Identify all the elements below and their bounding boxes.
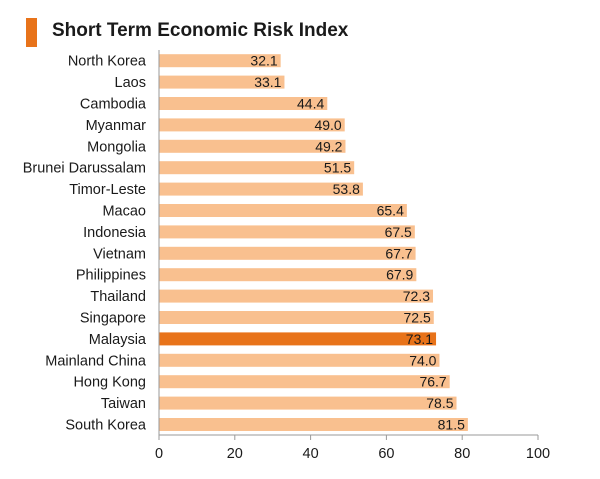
data-label: 74.0 xyxy=(409,352,436,368)
bar-macao xyxy=(159,204,407,217)
bar-singapore xyxy=(159,311,434,324)
category-label: Laos xyxy=(115,75,146,91)
bar-myanmar xyxy=(159,118,345,132)
x-tick-label: 80 xyxy=(454,446,470,462)
bar-hong-kong xyxy=(159,375,450,389)
bar-south-korea xyxy=(159,418,468,431)
bar-timor-leste xyxy=(159,182,363,196)
data-label: 65.4 xyxy=(377,203,404,219)
category-label: Mainland China xyxy=(45,353,147,369)
category-label: Taiwan xyxy=(101,396,146,412)
x-tick-label: 60 xyxy=(378,446,394,462)
data-label: 67.9 xyxy=(386,267,413,283)
bar-vietnam xyxy=(159,246,416,260)
category-label: Macao xyxy=(102,204,146,220)
data-label: 51.5 xyxy=(324,160,351,176)
data-label: 44.4 xyxy=(297,96,324,112)
x-tick-label: 20 xyxy=(227,446,243,462)
data-label: 53.8 xyxy=(333,181,360,197)
category-label: Vietnam xyxy=(93,246,146,262)
data-label: 33.1 xyxy=(254,74,281,90)
category-label: Brunei Darussalam xyxy=(23,161,146,177)
category-label: Cambodia xyxy=(80,97,147,113)
bar-philippines xyxy=(159,268,417,282)
chart-title: Short Term Economic Risk Index xyxy=(52,20,349,41)
data-label: 49.0 xyxy=(314,117,341,133)
category-label: South Korea xyxy=(65,418,147,434)
category-label: North Korea xyxy=(68,54,147,70)
bar-laos xyxy=(159,75,285,89)
x-tick-label: 100 xyxy=(526,446,550,462)
category-label: Myanmar xyxy=(86,118,147,134)
data-label: 76.7 xyxy=(419,374,446,390)
data-label: 72.5 xyxy=(404,310,431,326)
category-label: Mongolia xyxy=(87,139,147,155)
data-label: 72.3 xyxy=(403,288,430,304)
data-label: 81.5 xyxy=(438,417,465,433)
category-label: Hong Kong xyxy=(73,375,146,391)
bar-taiwan xyxy=(159,396,457,410)
category-label: Malaysia xyxy=(89,332,147,348)
category-label: Thailand xyxy=(90,289,146,305)
x-tick-label: 40 xyxy=(303,446,319,462)
data-label: 73.1 xyxy=(406,331,433,347)
category-label: Singapore xyxy=(80,311,146,327)
title-marker xyxy=(26,18,37,47)
data-label: 32.1 xyxy=(250,53,277,69)
bar-brunei-darussalam xyxy=(159,161,355,175)
bar-north-korea xyxy=(159,54,281,68)
x-tick-label: 0 xyxy=(155,446,163,462)
data-label: 67.7 xyxy=(385,245,412,261)
category-label: Indonesia xyxy=(83,225,147,241)
data-label: 78.5 xyxy=(426,395,453,411)
bar-thailand xyxy=(159,289,434,303)
bar-malaysia xyxy=(159,332,437,346)
bar-indonesia xyxy=(159,225,415,239)
data-label: 67.5 xyxy=(385,224,412,240)
category-label: Philippines xyxy=(76,268,146,284)
bar-mongolia xyxy=(159,139,346,153)
data-label: 49.2 xyxy=(315,138,342,154)
category-label: Timor-Leste xyxy=(69,182,146,198)
bar-mainland-china xyxy=(159,353,440,367)
bar-cambodia xyxy=(159,97,328,110)
